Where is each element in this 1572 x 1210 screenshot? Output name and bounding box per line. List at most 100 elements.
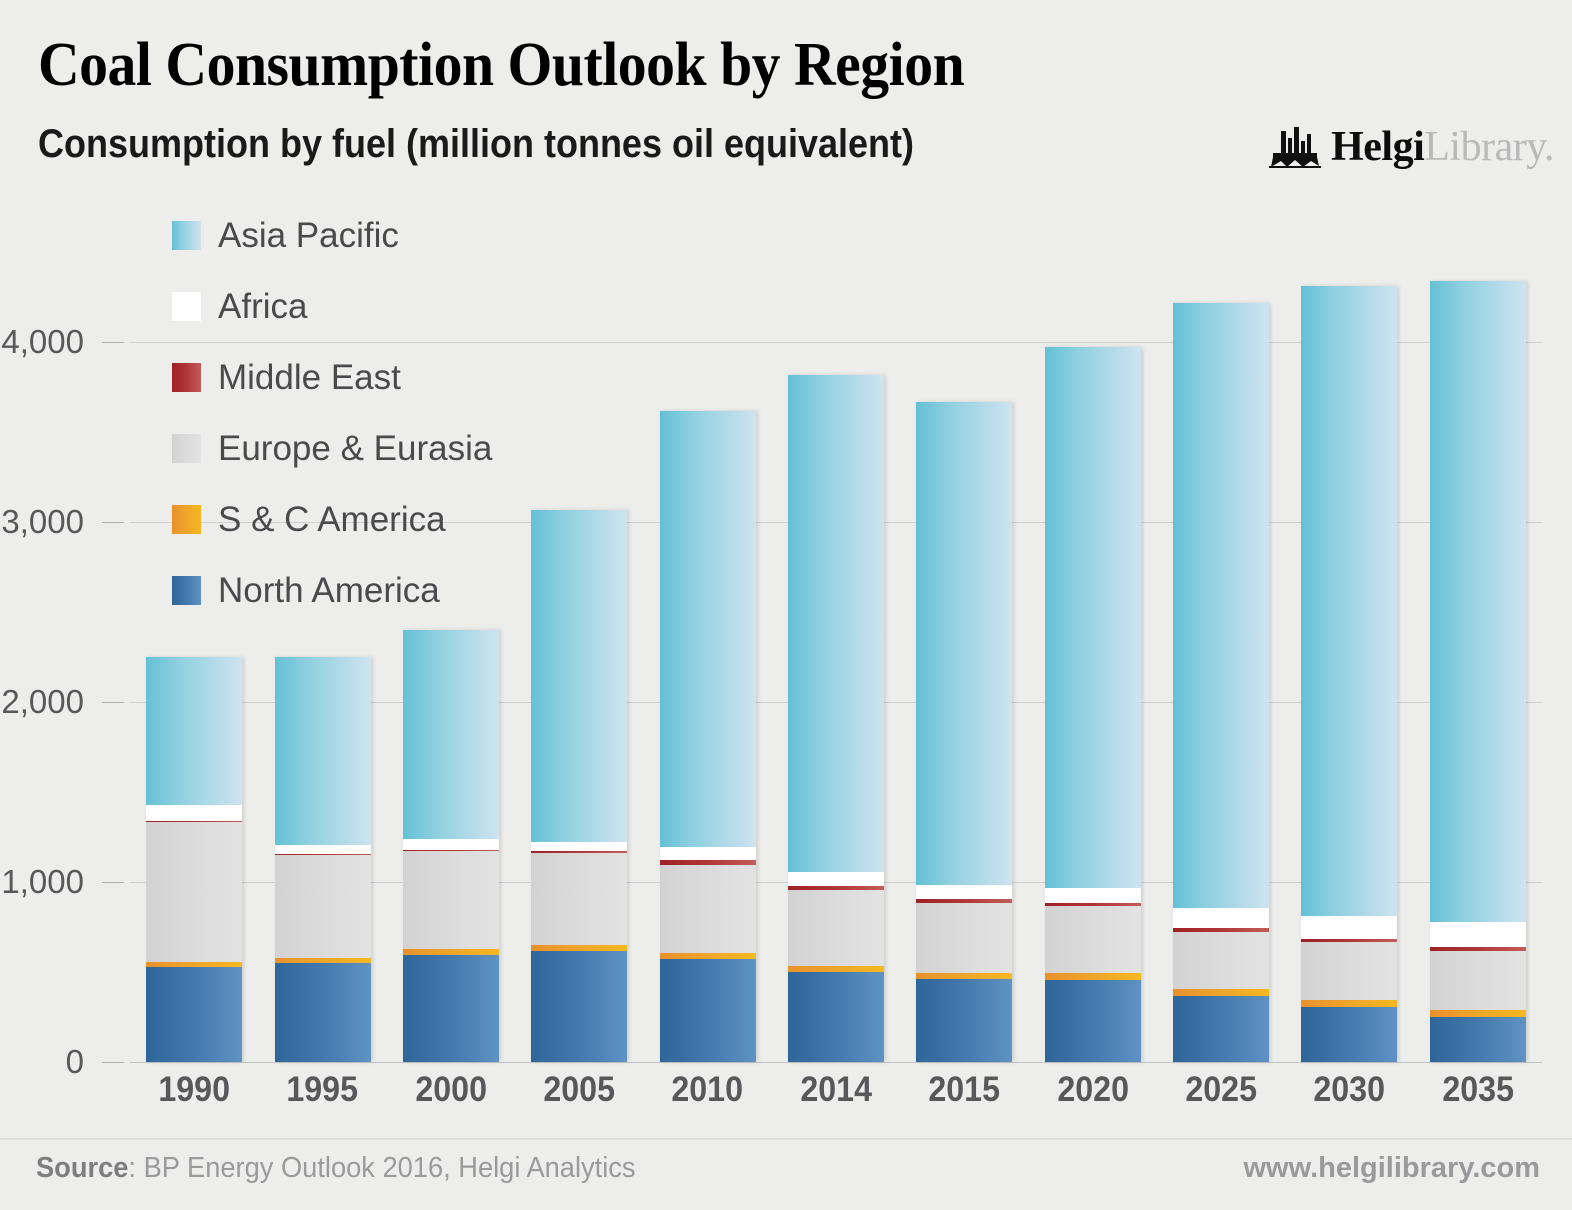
bar-segment-north-america[interactable]	[146, 967, 243, 1062]
bar-segment-middle-east[interactable]	[916, 899, 1013, 903]
bar-series-container	[130, 252, 1542, 1062]
bar-segment-north-america[interactable]	[788, 972, 884, 1062]
bar-segment-middle-east[interactable]	[1301, 938, 1398, 943]
bar-segment-s-c-america[interactable]	[531, 944, 628, 952]
bar-segment-s-c-america[interactable]	[274, 957, 371, 963]
bar-segment-north-america[interactable]	[531, 951, 628, 1062]
bar-segment-asia-pacific[interactable]	[1044, 346, 1141, 889]
bar-segment-europe-eurasia[interactable]	[1173, 931, 1270, 990]
bar-segment-africa[interactable]	[531, 841, 628, 852]
legend-swatch-icon	[172, 434, 201, 463]
bar-segment-asia-pacific[interactable]	[146, 657, 243, 805]
bar-segment-africa[interactable]	[916, 884, 1013, 900]
bar-stack[interactable]	[916, 402, 1013, 1062]
bar-segment-asia-pacific[interactable]	[1173, 303, 1270, 909]
bar-segment-africa[interactable]	[659, 846, 756, 861]
bar-segment-middle-east[interactable]	[531, 851, 628, 854]
bar-segment-asia-pacific[interactable]	[659, 411, 756, 847]
bar-segment-europe-eurasia[interactable]	[274, 855, 371, 958]
bar-stack[interactable]	[659, 411, 756, 1062]
bar-segment-europe-eurasia[interactable]	[1301, 942, 1398, 1000]
bar-segment-europe-eurasia[interactable]	[402, 851, 499, 949]
bar-segment-africa[interactable]	[274, 844, 371, 854]
legend-label: North America	[218, 570, 440, 610]
gridline-4000	[130, 342, 1542, 343]
bar-segment-s-c-america[interactable]	[916, 972, 1013, 980]
bar-segment-asia-pacific[interactable]	[1429, 281, 1526, 922]
legend-swatch-icon	[172, 505, 201, 534]
bar-segment-north-america[interactable]	[402, 954, 499, 1062]
bar-segment-asia-pacific[interactable]	[274, 657, 371, 845]
legend-item-north-america[interactable]: North America	[172, 555, 492, 626]
bar-stack[interactable]	[1173, 303, 1270, 1062]
bar-segment-north-america[interactable]	[916, 979, 1013, 1062]
legend-item-europe-eurasia[interactable]: Europe & Eurasia	[172, 413, 492, 484]
bar-segment-middle-east[interactable]	[1044, 902, 1141, 907]
bar-segment-s-c-america[interactable]	[1301, 999, 1398, 1008]
bar-stack[interactable]	[402, 630, 499, 1062]
bar-segment-europe-eurasia[interactable]	[531, 853, 628, 945]
x-axis-label-2010: 2010	[671, 1070, 744, 1109]
x-axis-label-2035: 2035	[1441, 1070, 1514, 1109]
legend-item-asia-pacific[interactable]: Asia Pacific	[172, 200, 492, 271]
bar-stack[interactable]	[788, 375, 884, 1062]
bar-stack[interactable]	[531, 510, 628, 1062]
bar-segment-s-c-america[interactable]	[659, 953, 756, 960]
bar-segment-s-c-america[interactable]	[788, 965, 884, 972]
y-axis-label: 4,000	[1, 323, 84, 360]
bar-segment-s-c-america[interactable]	[1173, 989, 1270, 997]
bar-segment-north-america[interactable]	[1044, 980, 1141, 1062]
x-axis-label-2014: 2014	[800, 1070, 872, 1109]
bar-segment-s-c-america[interactable]	[1429, 1010, 1526, 1017]
legend-item-africa[interactable]: Africa	[172, 271, 492, 342]
bar-segment-africa[interactable]	[146, 804, 243, 821]
legend-label: S & C America	[218, 499, 446, 539]
bar-stack[interactable]	[1429, 281, 1526, 1062]
bar-segment-middle-east[interactable]	[274, 853, 371, 855]
bar-segment-europe-eurasia[interactable]	[788, 890, 884, 966]
bar-segment-europe-eurasia[interactable]	[659, 864, 756, 954]
bar-segment-middle-east[interactable]	[402, 849, 499, 852]
bar-segment-s-c-america[interactable]	[146, 962, 243, 968]
bar-segment-africa[interactable]	[1429, 921, 1526, 948]
bar-segment-s-c-america[interactable]	[1044, 972, 1141, 981]
bar-segment-middle-east[interactable]	[788, 885, 884, 891]
logo-text-library: Library.	[1424, 124, 1554, 170]
bar-segment-europe-eurasia[interactable]	[1044, 906, 1141, 973]
bar-segment-africa[interactable]	[1173, 908, 1270, 928]
bar-segment-africa[interactable]	[1044, 888, 1141, 903]
bar-segment-middle-east[interactable]	[1429, 947, 1526, 951]
bar-segment-europe-eurasia[interactable]	[1429, 950, 1526, 1011]
source-note: Source: BP Energy Outlook 2016, Helgi An…	[36, 1152, 636, 1185]
bar-stack[interactable]	[1301, 286, 1398, 1062]
legend-item-middle-east[interactable]: Middle East	[172, 342, 492, 413]
bar-stack[interactable]	[146, 657, 243, 1062]
legend-label: Africa	[218, 286, 308, 326]
legend-item-s-c-america[interactable]: S & C America	[172, 484, 492, 555]
bar-segment-north-america[interactable]	[1173, 996, 1270, 1062]
bar-segment-north-america[interactable]	[1429, 1016, 1526, 1062]
bar-segment-europe-eurasia[interactable]	[916, 902, 1013, 973]
bar-segment-asia-pacific[interactable]	[402, 630, 499, 840]
bar-segment-africa[interactable]	[402, 839, 499, 850]
bar-stack[interactable]	[274, 657, 371, 1062]
bar-segment-middle-east[interactable]	[659, 860, 756, 865]
x-axis-label-2020: 2020	[1056, 1070, 1129, 1109]
bar-segment-s-c-america[interactable]	[402, 948, 499, 955]
y-tick-0	[102, 1062, 124, 1063]
bar-segment-north-america[interactable]	[1301, 1007, 1398, 1062]
x-axis-label-2030: 2030	[1313, 1070, 1386, 1109]
bar-segment-africa[interactable]	[1301, 916, 1398, 939]
bar-segment-asia-pacific[interactable]	[1301, 286, 1398, 917]
bar-segment-asia-pacific[interactable]	[788, 375, 884, 873]
bar-segment-middle-east[interactable]	[146, 820, 243, 822]
bar-stack[interactable]	[1044, 346, 1141, 1063]
bar-segment-middle-east[interactable]	[1173, 927, 1270, 932]
bar-segment-north-america[interactable]	[659, 959, 756, 1062]
bar-segment-africa[interactable]	[788, 872, 884, 886]
bar-segment-north-america[interactable]	[274, 962, 371, 1062]
bar-segment-europe-eurasia[interactable]	[146, 821, 243, 963]
bar-segment-asia-pacific[interactable]	[916, 402, 1013, 885]
bar-segment-asia-pacific[interactable]	[531, 510, 628, 842]
legend-label: Europe & Eurasia	[218, 428, 493, 468]
